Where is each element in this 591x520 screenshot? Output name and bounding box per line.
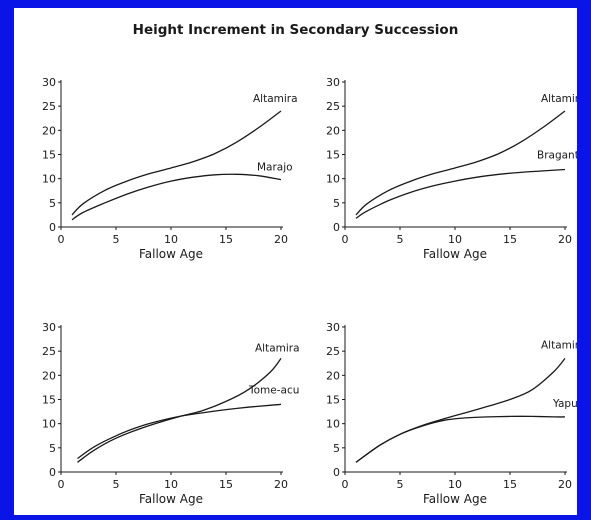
series-label-marajo: Marajo <box>257 162 293 174</box>
x-tick-label: 20 <box>558 478 572 491</box>
x-tick-label: 0 <box>342 233 349 246</box>
x-axis-title: Fallow Age <box>423 492 487 506</box>
series-line-altamira <box>77 358 282 463</box>
y-tick-label: 25 <box>326 345 340 358</box>
series-label-bragantina: Bragantina <box>537 149 577 161</box>
y-tick-label: 25 <box>42 345 56 358</box>
figure-title: Height Increment in Secondary Succession <box>132 22 459 38</box>
series-label-altamira: Altamira <box>255 342 300 354</box>
y-tick-label: 0 <box>333 466 340 479</box>
y-tick-label: 20 <box>326 369 340 382</box>
x-tick-label: 15 <box>503 233 517 246</box>
x-tick-label: 10 <box>164 478 178 491</box>
y-tick-label: 30 <box>42 321 56 334</box>
series-line-bragantina <box>355 168 566 219</box>
y-tick-label: 20 <box>326 124 340 137</box>
x-axis-title: Fallow Age <box>423 247 487 261</box>
x-tick-label: 5 <box>397 478 404 491</box>
x-tick-label: 0 <box>342 478 349 491</box>
series-line-altamira <box>355 357 566 463</box>
x-axis-title: Fallow Age <box>139 247 203 261</box>
subplot-2: 0 5 10 15 20 25 30 0 5 10 15 20 Fallow Age Altamira Br… <box>326 76 577 261</box>
x-tick-label: 20 <box>274 478 288 491</box>
x-tick-label: 5 <box>113 233 120 246</box>
x-tick-label: 15 <box>219 478 233 491</box>
y-tick-label: 30 <box>326 321 340 334</box>
series-label-tome-acu: Tome-acu <box>248 384 299 396</box>
y-tick-label: 15 <box>326 149 340 162</box>
x-axis-title: Fallow Age <box>139 492 203 506</box>
y-tick-label: 10 <box>42 418 56 431</box>
x-tick-label: 15 <box>219 233 233 246</box>
subplot-1: 0 5 10 15 20 25 30 0 5 10 15 20 Fallow Age Altamira Ma… <box>42 76 298 261</box>
series-label-altamira: Altamira <box>541 93 577 105</box>
series-label-altamira: Altamira <box>541 339 577 351</box>
y-tick-label: 20 <box>42 124 56 137</box>
y-tick-label: 5 <box>49 197 56 210</box>
y-tick-label: 20 <box>42 369 56 382</box>
y-tick-label: 5 <box>49 442 56 455</box>
y-tick-label: 0 <box>333 221 340 234</box>
y-tick-label: 25 <box>42 100 56 113</box>
x-tick-label: 15 <box>503 478 517 491</box>
x-tick-label: 10 <box>448 233 462 246</box>
x-tick-label: 5 <box>397 233 404 246</box>
y-tick-label: 5 <box>333 197 340 210</box>
y-tick-label: 15 <box>326 394 340 407</box>
y-tick-label: 0 <box>49 221 56 234</box>
series-line-yapu <box>355 415 566 463</box>
y-tick-label: 0 <box>49 466 56 479</box>
x-tick-label: 0 <box>58 478 65 491</box>
y-tick-label: 30 <box>42 76 56 89</box>
y-tick-label: 15 <box>42 149 56 162</box>
series-label-altamira: Altamira <box>253 93 298 105</box>
x-tick-label: 20 <box>274 233 288 246</box>
chart-grid: 0 5 10 15 20 25 30 0 5 10 15 20 Fallow Age Altamira Ma… <box>42 76 577 506</box>
y-tick-label: 25 <box>326 100 340 113</box>
series-line-tome-acu <box>77 403 282 460</box>
series-line-altamira <box>355 110 566 216</box>
x-tick-label: 5 <box>113 478 120 491</box>
x-tick-label: 20 <box>558 233 572 246</box>
y-tick-label: 5 <box>333 442 340 455</box>
y-tick-label: 15 <box>42 394 56 407</box>
x-tick-label: 0 <box>58 233 65 246</box>
y-tick-label: 10 <box>42 173 56 186</box>
x-tick-label: 10 <box>164 233 178 246</box>
subplot-3: 0 5 10 15 20 25 30 0 5 10 15 20 Fallow Age Altamira To… <box>42 321 300 506</box>
x-tick-label: 10 <box>448 478 462 491</box>
figure-panel: Height Increment in Secondary Succession… <box>14 8 577 515</box>
y-tick-label: 10 <box>326 418 340 431</box>
y-tick-label: 10 <box>326 173 340 186</box>
series-line-altamira <box>71 110 282 216</box>
series-label-yapu: Yapu <box>552 398 577 410</box>
series-line-marajo <box>71 173 282 221</box>
y-tick-label: 30 <box>326 76 340 89</box>
subplot-4: 0 5 10 15 20 25 30 0 5 10 15 20 Fallow Age Altamira Ya… <box>326 321 577 506</box>
